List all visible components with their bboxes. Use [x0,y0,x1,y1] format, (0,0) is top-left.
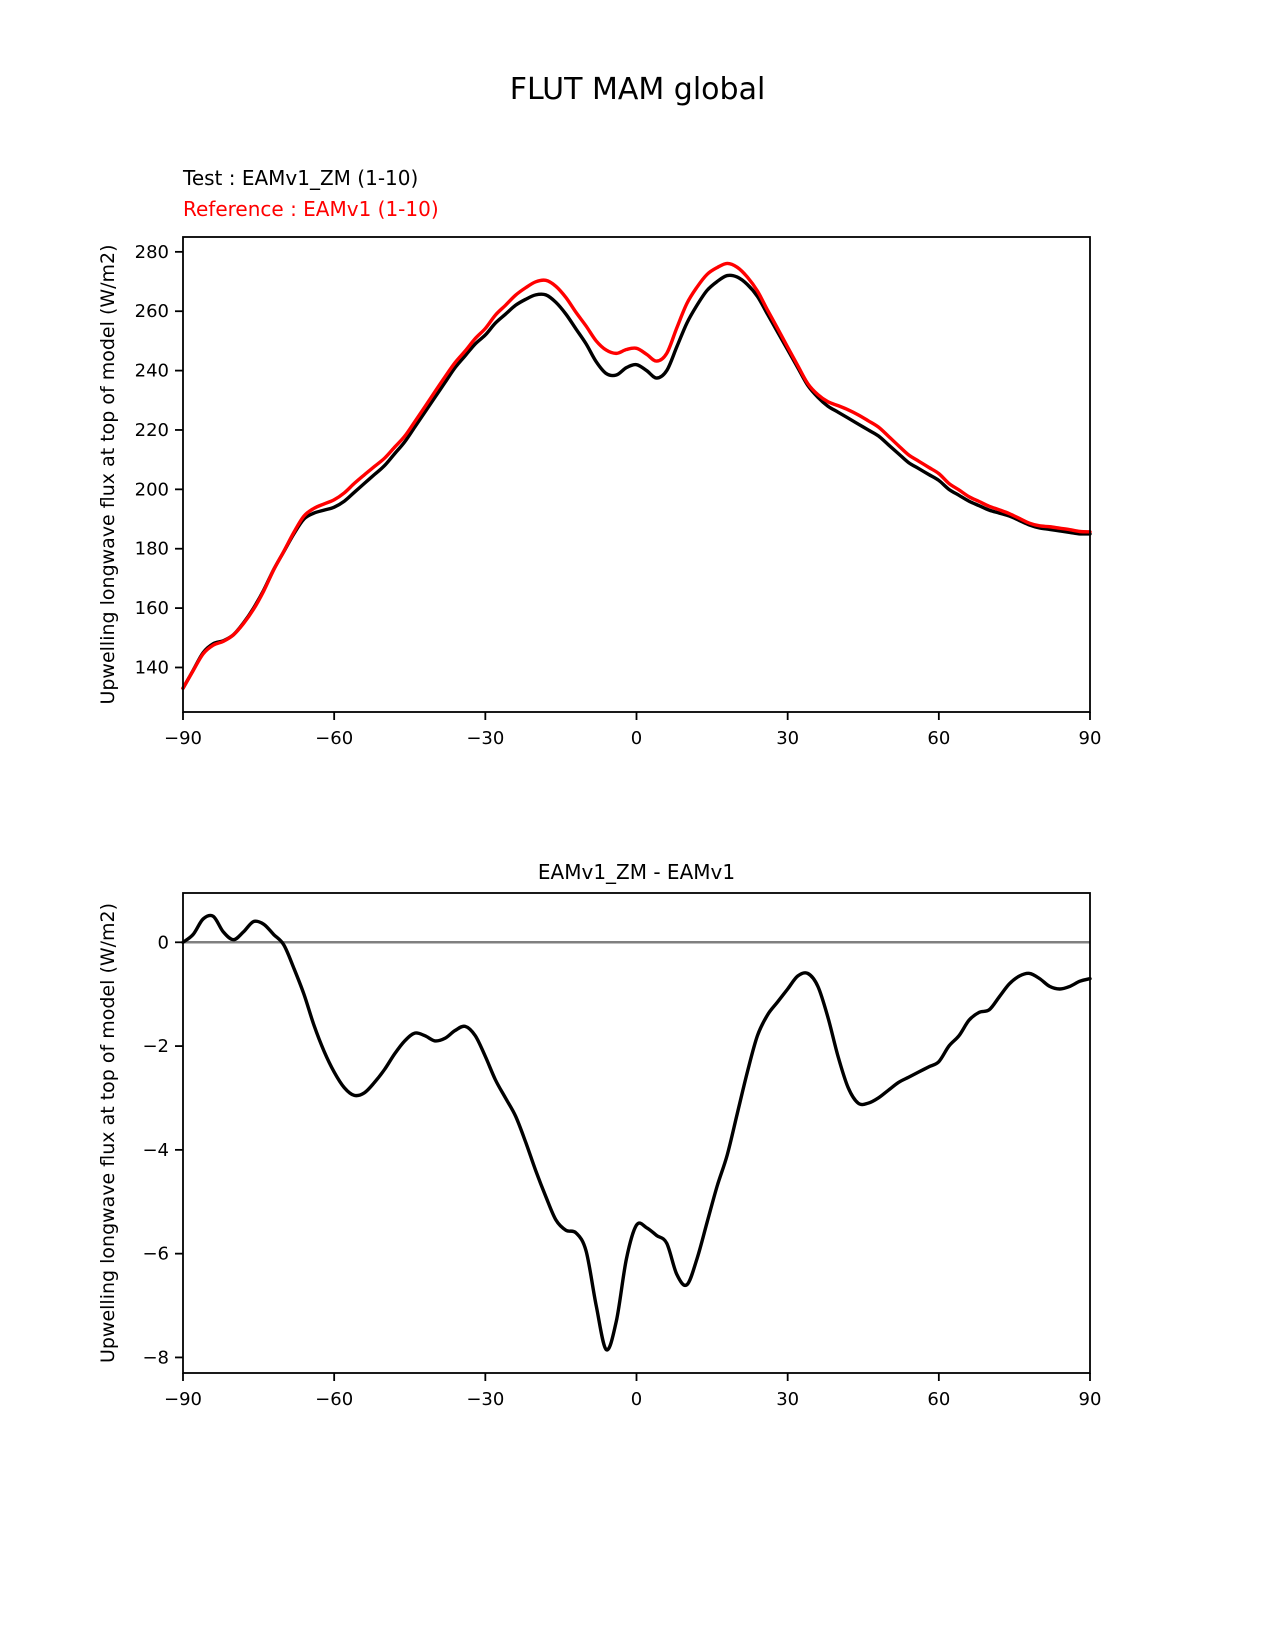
y-tick-label: −2 [142,1036,169,1057]
y-tick-label: 240 [135,361,169,382]
figure-title: FLUT MAM global [509,72,766,107]
y-tick-label: 160 [135,598,169,619]
axes-frame [182,236,1091,713]
legend-test-label: Test : EAMv1_ZM (1-10) [183,166,419,190]
axes-frame [182,892,1091,1374]
y-tick-label: 0 [158,932,169,953]
x-tick-label: −90 [164,1389,202,1410]
x-tick-label: 0 [631,1389,642,1410]
legend: Test : EAMv1_ZM (1-10) Reference : EAMv1… [183,163,439,225]
y-tick-label: 220 [135,420,169,441]
x-tick-label: −30 [466,728,504,749]
x-tick-label: 30 [776,1389,799,1410]
x-tick-label: −30 [466,1389,504,1410]
series-line-0 [181,913,1092,1352]
x-tick-label: 60 [927,1389,950,1410]
x-tick-label: −60 [315,728,353,749]
x-tick-label: 30 [776,728,799,749]
x-tick-label: −90 [164,728,202,749]
y-axis-label: Upwelling longwave flux at top of model … [97,903,119,1363]
legend-reference-label: Reference : EAMv1 (1-10) [183,197,439,221]
chart-area-1: −90 −60 −30 0 30 60 90 0 −2 −4 −6 −8 Upwelling longw… [97,892,1102,1410]
x-tick-label: 90 [1079,728,1102,749]
series-line-1 [181,261,1092,690]
y-tick-label: −4 [142,1140,169,1161]
y-tick-label: 260 [135,301,169,322]
x-tick-label: −60 [315,1389,353,1410]
x-tick-label: 90 [1079,1389,1102,1410]
bottom-chart-title: EAMv1_ZM - EAMv1 [537,860,736,884]
y-tick-label: 140 [135,657,169,678]
y-tick-label: 200 [135,479,169,500]
chart-area-0: −90 −60 −30 0 30 60 90 140 160 180 200 220 240 260 280… [97,236,1102,749]
y-tick-label: 280 [135,242,169,263]
y-tick-label: −8 [142,1347,169,1368]
y-axis-label: Upwelling longwave flux at top of model … [97,244,119,704]
x-tick-label: 0 [631,728,642,749]
series-line-0 [181,273,1092,690]
x-tick-label: 60 [927,728,950,749]
y-tick-label: 180 [135,539,169,560]
y-tick-label: −6 [142,1244,169,1265]
